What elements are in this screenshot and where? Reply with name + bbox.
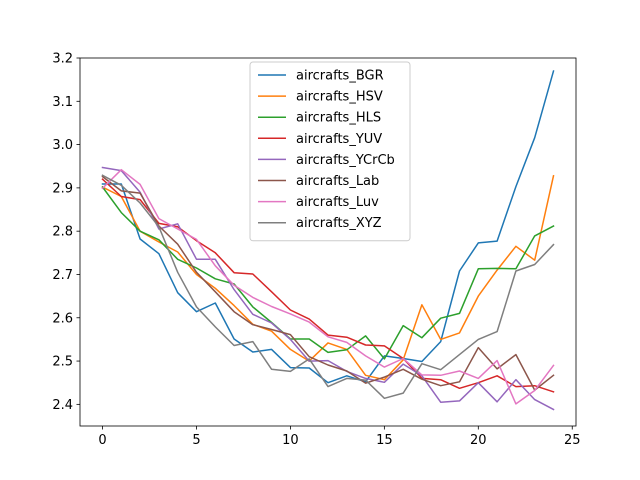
plot-frame [79,57,577,427]
y-tick-label: 3.0 [52,138,73,153]
y-tick-label: 2.6 [52,311,73,326]
y-tick-label: 2.7 [52,268,73,283]
y-tick-label: 2.9 [52,181,73,196]
legend-label-aircrafts_HSV: aircrafts_HSV [296,90,383,105]
series-line-aircrafts_Lab [101,175,555,391]
series-layer [101,70,555,411]
series-line-aircrafts_XYZ [101,174,555,400]
x-tick-label: 25 [564,433,581,448]
legend-label-aircrafts_YUV: aircrafts_YUV [296,132,382,147]
legend-label-aircrafts_HLS: aircrafts_HLS [296,111,381,126]
legend-label-aircrafts_XYZ: aircrafts_XYZ [296,216,382,231]
legend-box [249,61,411,242]
x-tick-label: 10 [282,433,299,448]
x-tick-label: 5 [192,433,200,448]
legend-label-aircrafts_YCrCb: aircrafts_YCrCb [296,153,395,168]
x-tick-label: 15 [376,433,393,448]
y-tick-label: 2.4 [52,398,73,413]
y-tick-label: 3.2 [52,52,73,67]
y-tick-label: 3.1 [52,95,73,110]
y-tick-label: 2.5 [52,355,73,370]
axes-layer: 0 5 10 15 20 25 2.4 2.5 2.6 2.7 2.8 2.9 3.0 3.1 3.2 [52,52,580,449]
series-line-aircrafts_Luv [101,168,555,405]
series-line-aircrafts_BGR [101,70,555,384]
series-line-aircrafts_HLS [101,185,555,360]
legend-label-aircrafts_BGR: aircrafts_BGR [296,69,384,84]
legend-label-aircrafts_Luv: aircrafts_Luv [296,195,379,210]
y-tick-label: 2.8 [52,225,73,240]
series-line-aircrafts_YCrCb [101,166,555,411]
legend-label-aircrafts_Lab: aircrafts_Lab [296,174,379,189]
x-tick-label: 20 [470,433,487,448]
series-line-aircrafts_HSV [101,174,555,381]
legend: aircrafts_BGR aircrafts_HSV aircrafts_HLSa… [249,61,411,242]
x-tick-label: 0 [98,433,106,448]
